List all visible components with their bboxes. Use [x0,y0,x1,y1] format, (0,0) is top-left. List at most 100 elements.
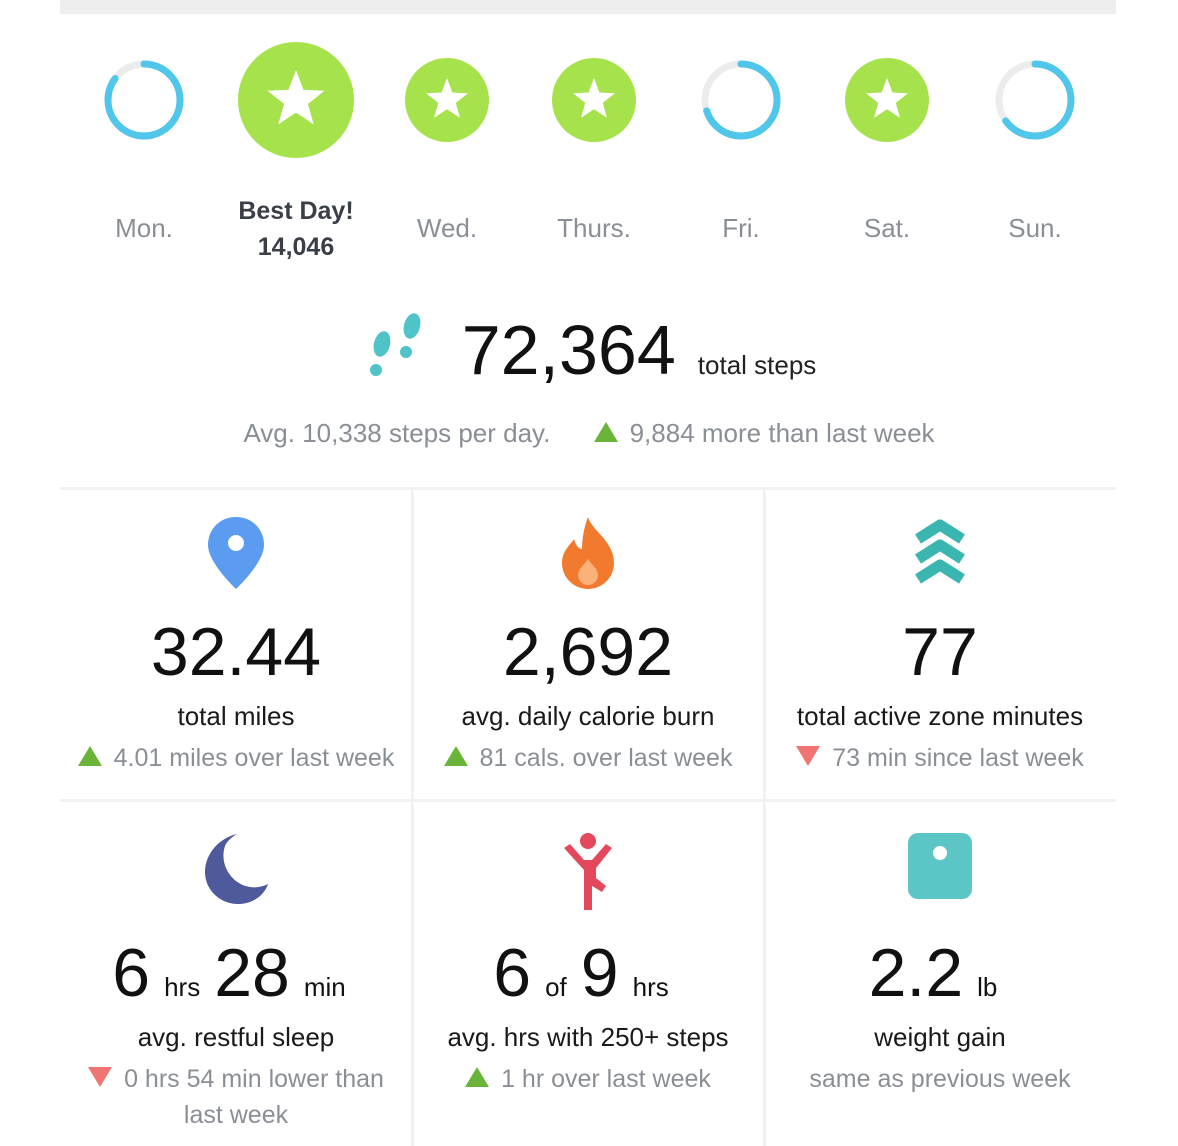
stat-tile: 2,692 avg. daily calorie burn 81 cals. ove… [412,515,764,776]
divider [411,488,414,1146]
top-bar [60,0,1116,14]
star [426,78,468,118]
day-badge [387,40,507,165]
tile-value: 6 of 9 hrs [412,934,764,1012]
tile-value: 77 [764,613,1116,691]
tile-change-row: 0 hrs 54 min lower than last week [60,1061,412,1133]
value-number: 28 [214,935,290,1011]
ring-progress [104,60,184,140]
value-number: 2.2 [868,935,964,1011]
value-unit: of [545,972,567,1002]
day-name: Mon. [115,213,173,243]
day-label: Thurs. [519,213,669,244]
icon [915,519,965,584]
tile-icon [60,515,412,599]
trend-icon [77,746,102,766]
trend-icon [796,746,821,766]
tile-change: 0 hrs 54 min lower than last week [124,1065,384,1129]
day-icon [405,58,489,142]
day-name: Sat. [863,213,911,243]
day-icon [701,60,781,140]
tile-change: 4.01 miles over last week [113,744,395,772]
day-icon [238,42,354,158]
tile-value: 2.2 lb [764,934,1116,1012]
trend-icon [443,746,468,766]
value-unit: hrs [632,972,669,1002]
value-number: 2,692 [502,614,674,690]
tile-label: avg. restful sleep [137,1022,335,1052]
star [573,78,615,118]
total-steps: 72,364 [461,311,676,389]
tile-icon [412,832,764,916]
steps-unit: total steps [697,350,817,380]
day-name: Fri. [722,213,760,243]
tile-label: avg. hrs with 250+ steps [447,1022,729,1052]
value-number: 6 [493,935,532,1011]
tile-change-row: 81 cals. over last week [412,740,764,776]
tile-change-row: 1 hr over last week [412,1061,764,1097]
day-icon [104,60,184,140]
star [866,78,908,118]
tile-change-row: 73 min since last week [764,740,1116,776]
tile-label: total active zone minutes [796,701,1084,731]
tile-change: 73 min since last week [832,744,1084,772]
tile-label: avg. daily calorie burn [461,701,715,731]
stat-tile: 32.44 total miles 4.01 miles over last wee… [60,515,412,776]
tile-change: 1 hr over last week [501,1065,711,1093]
trend-icon [593,422,618,442]
day-name: Thurs. [557,213,631,243]
icon [908,833,972,899]
tile-icon [412,515,764,599]
tile-change-row: same as previous week [764,1061,1116,1097]
tile-value: 6 hrs 28 min [60,934,412,1012]
day-icon [995,60,1075,140]
day-label: Fri. [666,213,816,244]
tile-value: 32.44 [60,613,412,691]
day-badge [534,40,654,165]
trend-icon [88,1067,113,1087]
tile-icon [764,515,1116,599]
day-badge [827,40,947,165]
day-name: Wed. [416,213,478,243]
stat-tile: 6 of 9 hrs avg. hrs with 250+ steps 1 hr over… [412,832,764,1097]
divider [60,487,1116,490]
divider [763,488,766,1146]
icon [562,517,614,589]
tile-change-row: 4.01 miles over last week [60,740,412,776]
icon [205,834,268,904]
value-number: 6 [112,935,151,1011]
stat-tile: 6 hrs 28 min avg. restful sleep 0 hrs 54 min … [60,832,412,1133]
ring-progress [701,60,781,140]
day-badge [975,40,1095,165]
icon [564,833,612,910]
day-label: Sat. [812,213,962,244]
day-icon [552,58,636,142]
stat-tile: 2.2 lb weight gain same as previous week [764,832,1116,1097]
value-unit: hrs [164,972,201,1002]
day-label: Sun. [960,213,1110,244]
steps-average: Avg. 10,338 steps per day. [243,418,551,448]
day-badge [236,40,356,165]
tile-label: total miles [177,701,295,731]
tile-change: same as previous week [809,1065,1071,1093]
tile-value: 2,692 [412,613,764,691]
day-label: Wed. [372,213,522,244]
day-badge [681,40,801,165]
day-label: Mon. [69,213,219,244]
steps-change: 9,884 more than last week [629,418,935,448]
stat-tile: 77 total active zone minutes 73 min since … [764,515,1116,776]
value-number: 9 [580,935,619,1011]
tile-icon [60,832,412,916]
footprints-icon [369,313,421,376]
steps-summary: 72,364 total steps [0,310,1178,400]
tile-label: weight gain [874,1022,1006,1052]
day-badge [84,40,204,165]
star [267,70,325,125]
tile-change: 81 cals. over last week [479,744,733,772]
value-number: 32.44 [150,614,322,690]
tile-icon [764,832,1116,916]
day-icon [845,58,929,142]
divider [60,799,1116,802]
value-unit: min [303,972,346,1002]
